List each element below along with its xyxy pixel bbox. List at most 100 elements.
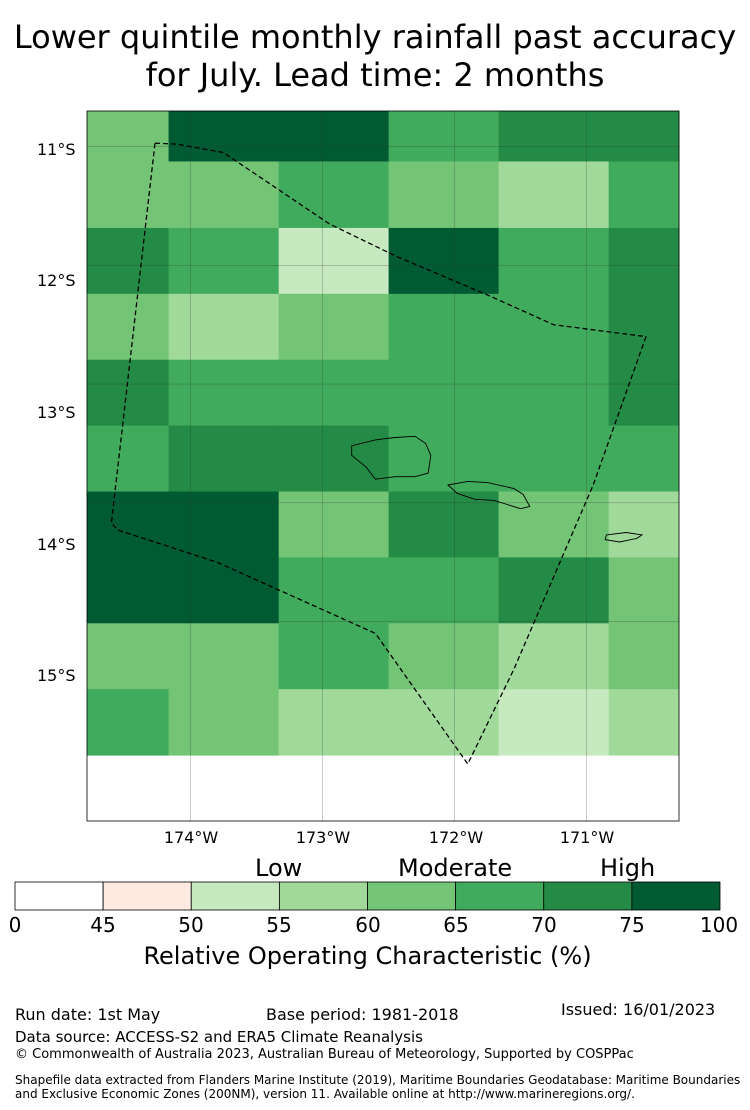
grid-cell: [498, 227, 610, 295]
lat-label-15s: 15°S: [37, 666, 76, 685]
grid-cell: [608, 227, 680, 295]
grid-cell: [498, 623, 610, 690]
grid-cell: [608, 359, 680, 427]
grid-cell: [498, 491, 610, 558]
grid-cell: [168, 557, 280, 624]
island-outline: [351, 435, 432, 480]
grid-cell: [168, 359, 280, 427]
category-high: High: [600, 854, 656, 882]
colorbar-segment: [543, 881, 633, 911]
grid-cell: [168, 491, 280, 558]
colorbar-segment: [102, 881, 192, 911]
grid-cell: [278, 227, 390, 295]
colorbar-segment: [631, 881, 721, 911]
grid-cell: [608, 557, 680, 624]
category-moderate: Moderate: [398, 854, 513, 882]
grid-cell: [168, 227, 280, 295]
grid-cell: [278, 491, 390, 558]
grid-cell: [87, 359, 170, 427]
island-outline: [604, 532, 644, 543]
grid-cell: [608, 161, 680, 229]
colorbar-tick: 60: [355, 913, 381, 937]
grid-cell: [168, 425, 280, 493]
grid-cell: [278, 689, 390, 756]
colorbar-tick: 70: [531, 913, 557, 937]
title-line-2: for July. Lead time: 2 months: [145, 56, 605, 94]
grid-cell: [498, 111, 610, 162]
colorbar-tick: 55: [266, 913, 292, 937]
issued-date: Issued: 16/01/2023: [561, 1000, 716, 1019]
colorbar-segment: [367, 881, 457, 911]
lon-label-174w: 174°W: [163, 828, 219, 847]
grid-cell: [168, 111, 280, 162]
grid-cell: [278, 161, 390, 229]
grid-cell: [168, 689, 280, 756]
grid-cell: [498, 425, 610, 493]
grid-cell: [168, 623, 280, 690]
grid-cell: [87, 491, 170, 558]
category-low: Low: [255, 854, 303, 882]
grid-cell: [498, 557, 610, 624]
grid-cell: [278, 425, 390, 493]
grid-cell: [87, 557, 170, 624]
lat-label-11s: 11°S: [37, 140, 76, 159]
map-frame: [86, 110, 680, 822]
shapefile-credit-2: and Exclusive Economic Zones (200NM), ve…: [15, 1087, 635, 1101]
grid-cell: [388, 557, 500, 624]
lat-label-13s: 13°S: [37, 403, 76, 422]
grid-cell: [87, 689, 170, 756]
colorbar-tick: 75: [619, 913, 645, 937]
map-title: Lower quintile monthly rainfall past acc…: [0, 18, 750, 94]
lon-label-171w: 171°W: [559, 828, 615, 847]
grid-cell: [87, 111, 170, 162]
colorbar-segment: [190, 881, 280, 911]
grid-cell: [608, 111, 680, 162]
grid-cell: [608, 689, 680, 756]
eez-boundary: [110, 142, 647, 766]
islands: [351, 435, 644, 543]
grid-cell: [87, 425, 170, 493]
colorbar-segment: [14, 881, 104, 911]
grid-cell: [388, 359, 500, 427]
grid-cell: [87, 623, 170, 690]
island-outline: [447, 480, 531, 510]
grid-cell: [608, 491, 680, 558]
lat-label-12s: 12°S: [37, 271, 76, 290]
accuracy-grid: [87, 111, 680, 756]
grid-cell: [278, 557, 390, 624]
grid-cell: [87, 161, 170, 229]
grid-cell: [388, 227, 500, 295]
colorbar: [14, 881, 721, 911]
title-line-1: Lower quintile monthly rainfall past acc…: [13, 18, 737, 56]
lat-label-14s: 14°S: [37, 535, 76, 554]
grid-cell: [608, 293, 680, 361]
grid-cell: [278, 293, 390, 361]
grid-cell: [168, 293, 280, 361]
grid-cell: [498, 161, 610, 229]
grid-cell: [608, 425, 680, 493]
grid-cell: [388, 689, 500, 756]
copyright: © Commonwealth of Australia 2023, Austra…: [15, 1047, 634, 1062]
run-date: Run date: 1st May: [15, 1005, 161, 1024]
grid-cell: [87, 227, 170, 295]
colorbar-tick: 100: [699, 913, 739, 937]
base-period: Base period: 1981-2018: [266, 1005, 459, 1024]
graticule: [87, 111, 679, 821]
grid-cell: [388, 491, 500, 558]
grid-cell: [498, 689, 610, 756]
colorbar-segment: [455, 881, 545, 911]
data-source: Data source: ACCESS-S2 and ERA5 Climate …: [15, 1028, 423, 1046]
colorbar-tick: 65: [443, 913, 469, 937]
colorbar-segment: [278, 881, 368, 911]
grid-cell: [388, 623, 500, 690]
grid-cell: [498, 359, 610, 427]
grid-cell: [608, 623, 680, 690]
colorbar-title: Relative Operating Characteristic (%): [143, 942, 592, 970]
lon-label-172w: 172°W: [428, 828, 484, 847]
grid-cell: [278, 359, 390, 427]
grid-cell: [278, 111, 390, 162]
grid-cell: [278, 623, 390, 690]
grid-cell: [388, 161, 500, 229]
colorbar-tick: 50: [178, 913, 204, 937]
